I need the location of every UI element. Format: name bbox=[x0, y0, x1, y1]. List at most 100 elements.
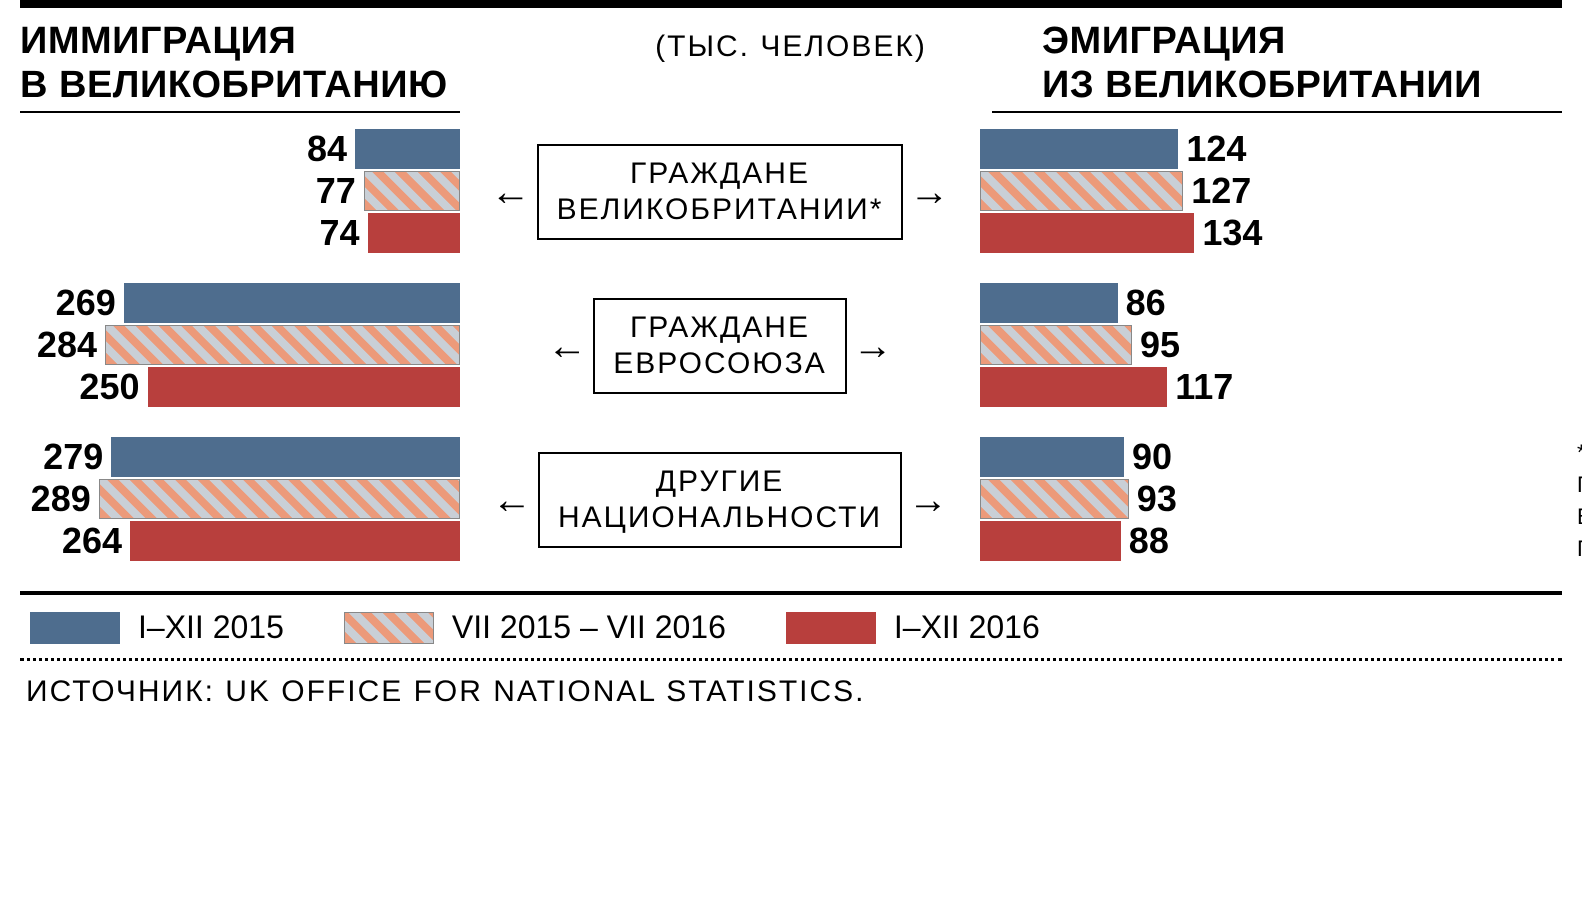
migration-chart: ИММИГРАЦИЯ В ВЕЛИКОБРИТАНИЮ (ТЫС. ЧЕЛОВЕ… bbox=[0, 0, 1582, 735]
emigration-bars: 8695117 bbox=[980, 283, 1280, 409]
bar-row: 279 bbox=[20, 437, 460, 477]
immigration-bars: 847774 bbox=[20, 129, 460, 255]
category-label: ГРАЖДАНЕЕВРОСОЮЗА bbox=[593, 298, 846, 394]
bar-value: 117 bbox=[1167, 366, 1241, 408]
bar bbox=[148, 367, 461, 407]
bar-value: 124 bbox=[1178, 128, 1254, 170]
bar bbox=[980, 325, 1132, 365]
bar-row: 127 bbox=[980, 171, 1280, 211]
bar-value: 134 bbox=[1194, 212, 1270, 254]
arrow-left-icon: ← bbox=[486, 480, 538, 520]
bar bbox=[980, 213, 1194, 253]
bar-row: 284 bbox=[20, 325, 460, 365]
bar-value: 84 bbox=[299, 128, 355, 170]
bar bbox=[111, 437, 460, 477]
footnote: *РОДИВШИЕСЯ ИЛИ ПРОЖИВШИЕ БОЛЬШЕ ГОДА ЗА… bbox=[1577, 437, 1582, 565]
bar-group: 847774←ГРАЖДАНЕВЕЛИКОБРИТАНИИ*→124127134 bbox=[20, 129, 1562, 255]
bar bbox=[124, 283, 460, 323]
bar-groups: 847774←ГРАЖДАНЕВЕЛИКОБРИТАНИИ*→124127134… bbox=[20, 129, 1562, 563]
header-emigration-line2: ИЗ ВЕЛИКОБРИТАНИИ bbox=[1042, 64, 1482, 106]
bar-value: 95 bbox=[1132, 324, 1188, 366]
bar bbox=[980, 283, 1118, 323]
bar-value: 90 bbox=[1124, 436, 1180, 478]
underline-left bbox=[20, 111, 460, 113]
bar bbox=[980, 171, 1183, 211]
header-immigration-line2: В ВЕЛИКОБРИТАНИЮ bbox=[20, 64, 448, 106]
category-label: ДРУГИЕНАЦИОНАЛЬНОСТИ bbox=[538, 452, 902, 548]
bar-row: 74 bbox=[20, 213, 460, 253]
bar-row: 86 bbox=[980, 283, 1280, 323]
bar-row: 88 bbox=[980, 521, 1280, 561]
category-label-area: ←ГРАЖДАНЕВЕЛИКОБРИТАНИИ*→ bbox=[460, 131, 980, 253]
emigration-bars: 124127134 bbox=[980, 129, 1280, 255]
bar-value: 86 bbox=[1118, 282, 1174, 324]
source-line: ИСТОЧНИК: UK OFFICE FOR NATIONAL STATIST… bbox=[20, 661, 1562, 715]
bar bbox=[980, 129, 1178, 169]
bar-value: 279 bbox=[35, 436, 111, 478]
legend-item: VII 2015 – VII 2016 bbox=[344, 609, 726, 646]
header-immigration: ИММИГРАЦИЯ В ВЕЛИКОБРИТАНИЮ bbox=[20, 20, 540, 107]
legend-item: I–XII 2015 bbox=[30, 609, 284, 646]
bar bbox=[99, 479, 460, 519]
bar-row: 84 bbox=[20, 129, 460, 169]
bar-group: 269284250←ГРАЖДАНЕЕВРОСОЮЗА→8695117 bbox=[20, 283, 1562, 409]
bar-value: 289 bbox=[23, 478, 99, 520]
bar-value: 264 bbox=[54, 520, 130, 562]
bar bbox=[980, 367, 1167, 407]
arrow-right-icon: → bbox=[903, 172, 955, 212]
category-label-area: ←ГРАЖДАНЕЕВРОСОЮЗА→ bbox=[460, 285, 980, 407]
legend-swatch bbox=[786, 612, 876, 644]
bar-value: 74 bbox=[311, 212, 367, 254]
underline-right bbox=[992, 111, 1562, 113]
bar-row: 250 bbox=[20, 367, 460, 407]
bar-value: 88 bbox=[1121, 520, 1177, 562]
bar-value: 269 bbox=[48, 282, 124, 324]
top-rule bbox=[20, 0, 1562, 8]
bar-row: 134 bbox=[980, 213, 1280, 253]
bar-row: 289 bbox=[20, 479, 460, 519]
bar-row: 269 bbox=[20, 283, 460, 323]
bar-row: 117 bbox=[980, 367, 1280, 407]
bar bbox=[355, 129, 460, 169]
header-immigration-line1: ИММИГРАЦИЯ bbox=[20, 20, 296, 62]
bar-row: 93 bbox=[980, 479, 1280, 519]
chart-headers: ИММИГРАЦИЯ В ВЕЛИКОБРИТАНИЮ (ТЫС. ЧЕЛОВЕ… bbox=[20, 20, 1562, 107]
bar-value: 77 bbox=[308, 170, 364, 212]
header-emigration: ЭМИГРАЦИЯ ИЗ ВЕЛИКОБРИТАНИИ bbox=[1042, 20, 1562, 107]
bar-value: 93 bbox=[1129, 478, 1185, 520]
bar-row: 77 bbox=[20, 171, 460, 211]
immigration-bars: 279289264 bbox=[20, 437, 460, 563]
bar bbox=[105, 325, 460, 365]
legend-label: VII 2015 – VII 2016 bbox=[452, 609, 726, 646]
arrow-right-icon: → bbox=[847, 326, 899, 366]
category-label-area: ←ДРУГИЕНАЦИОНАЛЬНОСТИ→ bbox=[460, 439, 980, 561]
chart-subtitle: (ТЫС. ЧЕЛОВЕК) bbox=[540, 20, 1042, 64]
header-underlines bbox=[20, 111, 1562, 113]
bar bbox=[980, 479, 1129, 519]
bar-row: 95 bbox=[980, 325, 1280, 365]
bar-value: 250 bbox=[71, 366, 147, 408]
legend-swatch bbox=[30, 612, 120, 644]
arrow-left-icon: ← bbox=[541, 326, 593, 366]
legend: I–XII 2015 VII 2015 – VII 2016 I–XII 2016 bbox=[20, 595, 1562, 658]
bar-row: 90 bbox=[980, 437, 1280, 477]
bar bbox=[980, 437, 1124, 477]
bar-value: 127 bbox=[1183, 170, 1259, 212]
immigration-bars: 269284250 bbox=[20, 283, 460, 409]
arrow-left-icon: ← bbox=[485, 172, 537, 212]
header-emigration-line1: ЭМИГРАЦИЯ bbox=[1042, 20, 1286, 62]
legend-label: I–XII 2016 bbox=[894, 609, 1040, 646]
legend-item: I–XII 2016 bbox=[786, 609, 1040, 646]
bar-row: 264 bbox=[20, 521, 460, 561]
bar bbox=[980, 521, 1121, 561]
arrow-right-icon: → bbox=[902, 480, 954, 520]
bar-value: 284 bbox=[29, 324, 105, 366]
legend-swatch bbox=[344, 612, 434, 644]
bar bbox=[368, 213, 461, 253]
emigration-bars: 909388 bbox=[980, 437, 1280, 563]
bar bbox=[130, 521, 460, 561]
legend-label: I–XII 2015 bbox=[138, 609, 284, 646]
category-label: ГРАЖДАНЕВЕЛИКОБРИТАНИИ* bbox=[537, 144, 904, 240]
bar bbox=[364, 171, 460, 211]
bar-group: 279289264←ДРУГИЕНАЦИОНАЛЬНОСТИ→909388*РО… bbox=[20, 437, 1562, 563]
